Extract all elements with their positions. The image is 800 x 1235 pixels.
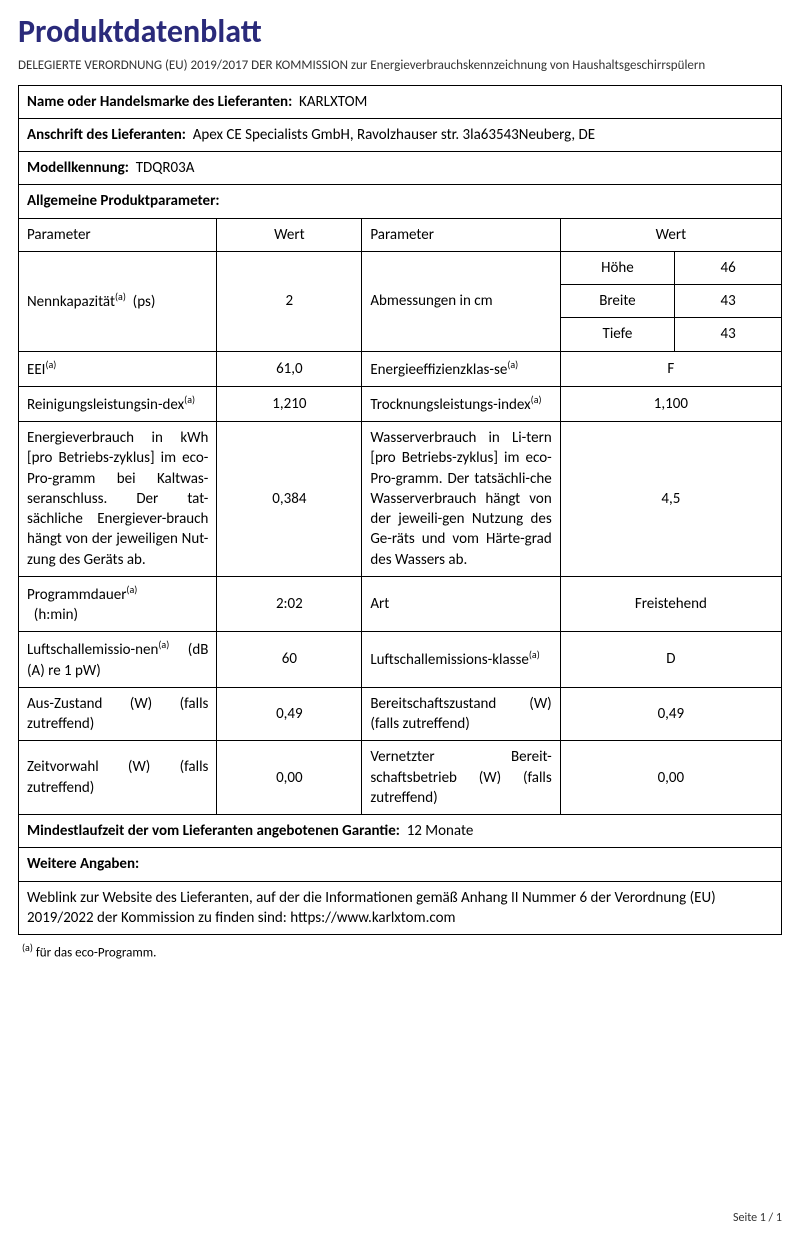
water-label: Wasserverbrauch in Li-tern [pro Betriebs… [362, 422, 560, 577]
dimensions-label: Abmessungen in cm [362, 251, 560, 351]
supplier-name-row: Name oder Handelsmarke des Lieferanten: … [19, 85, 782, 118]
page-number: Seite 1 / 1 [733, 1211, 782, 1225]
capacity-value: 2 [217, 251, 362, 351]
eei-label: EEI(a) [19, 351, 217, 386]
prog-label: Programmdauer(a) (h:min) [19, 576, 217, 632]
off-row: Aus-Zustand (W) (falls zutreffend) 0,49 … [19, 687, 782, 741]
col-parameter-2: Parameter [362, 218, 560, 251]
model-value: TDQR03A [136, 159, 195, 177]
noiseclass-label: Luftschallemissions-klasse(a) [362, 632, 560, 688]
general-params-label: Allgemeine Produktparameter: [19, 185, 782, 218]
supplier-address-row: Anschrift des Lieferanten: Apex CE Speci… [19, 118, 782, 151]
off-label: Aus-Zustand (W) (falls zutreffend) [19, 687, 217, 741]
clean-label: Reinigungsleistungsin-dex(a) [19, 386, 217, 421]
effclass-value: F [560, 351, 781, 386]
eei-value: 61,0 [217, 351, 362, 386]
noise-row: Luftschallemissio-nen(a) (dB (A) re 1 pW… [19, 632, 782, 688]
dim-height-label: Höhe [560, 251, 674, 284]
clean-value: 1,210 [217, 386, 362, 421]
dim-width-label: Breite [560, 285, 674, 318]
warranty-label: Mindestlaufzeit der vom Lieferanten ange… [27, 822, 400, 840]
cleaning-row: Reinigungsleistungsin-dex(a) 1,210 Trock… [19, 386, 782, 421]
col-parameter-1: Parameter [19, 218, 217, 251]
noise-value: 60 [217, 632, 362, 688]
capacity-label: Nennkapazität(a) (ps) [19, 251, 217, 351]
netstandby-label: Vernetzter Bereit-schaftsbetrieb (W) (fa… [362, 741, 560, 815]
capacity-row: Nennkapazität(a) (ps) 2 Abmessungen in c… [19, 251, 782, 284]
dim-depth-label: Tiefe [560, 318, 674, 351]
noiseclass-value: D [560, 632, 781, 688]
dim-depth-value: 43 [675, 318, 782, 351]
regulation-subtitle: DELEGIERTE VERORDNUNG (EU) 2019/2017 DER… [18, 57, 782, 75]
dim-height-value: 46 [675, 251, 782, 284]
model-row: Modellkennung: TDQR03A [19, 152, 782, 185]
off-value: 0,49 [217, 687, 362, 741]
dry-label: Trocknungsleistungs-index(a) [362, 386, 560, 421]
further-label: Weitere Angaben: [19, 848, 782, 881]
noise-label: Luftschallemissio-nen(a) (dB (A) re 1 pW… [19, 632, 217, 688]
dim-width-value: 43 [675, 285, 782, 318]
water-value: 4,5 [560, 422, 781, 577]
footnote: (a) für das eco-Programm. [18, 935, 782, 966]
datasheet-table: Name oder Handelsmarke des Lieferanten: … [18, 85, 782, 936]
supplier-addr-value: Apex CE Specialists GmbH, Ravolzhauser s… [193, 126, 595, 144]
dry-value: 1,100 [560, 386, 781, 421]
energy-label: Energieverbrauch in kWh [pro Betriebs-zy… [19, 422, 217, 577]
supplier-name-value: KARLXTOM [299, 93, 367, 111]
type-label: Art [362, 576, 560, 632]
col-value-1: Wert [217, 218, 362, 251]
type-value: Freistehend [560, 576, 781, 632]
general-params-row: Allgemeine Produktparameter: [19, 185, 782, 218]
col-value-2: Wert [560, 218, 781, 251]
further-row: Weitere Angaben: [19, 848, 782, 881]
program-row: Programmdauer(a) (h:min) 2:02 Art Freist… [19, 576, 782, 632]
delay-row: Zeitvorwahl (W) (falls zutreffend) 0,00 … [19, 741, 782, 815]
weblink-text: Weblink zur Website des Lieferanten, auf… [19, 881, 782, 935]
consumption-row: Energieverbrauch in kWh [pro Betriebs-zy… [19, 422, 782, 577]
page-title: Produktdatenblatt [18, 12, 782, 51]
warranty-value: 12 Monate [407, 822, 474, 840]
netstandby-value: 0,00 [560, 741, 781, 815]
weblink-row: Weblink zur Website des Lieferanten, auf… [19, 881, 782, 935]
column-header-row: Parameter Wert Parameter Wert [19, 218, 782, 251]
effclass-label: Energieeffizienzklas-se(a) [362, 351, 560, 386]
delay-label: Zeitvorwahl (W) (falls zutreffend) [19, 741, 217, 815]
standby-label: Bereitschaftszustand (W) (falls zutreffe… [362, 687, 560, 741]
delay-value: 0,00 [217, 741, 362, 815]
model-label: Modellkennung: [27, 159, 129, 177]
supplier-addr-label: Anschrift des Lieferanten: [27, 126, 186, 144]
energy-value: 0,384 [217, 422, 362, 577]
warranty-row: Mindestlaufzeit der vom Lieferanten ange… [19, 815, 782, 848]
supplier-name-label: Name oder Handelsmarke des Lieferanten: [27, 93, 292, 111]
standby-value: 0,49 [560, 687, 781, 741]
prog-value: 2:02 [217, 576, 362, 632]
eei-row: EEI(a) 61,0 Energieeffizienzklas-se(a) F [19, 351, 782, 386]
